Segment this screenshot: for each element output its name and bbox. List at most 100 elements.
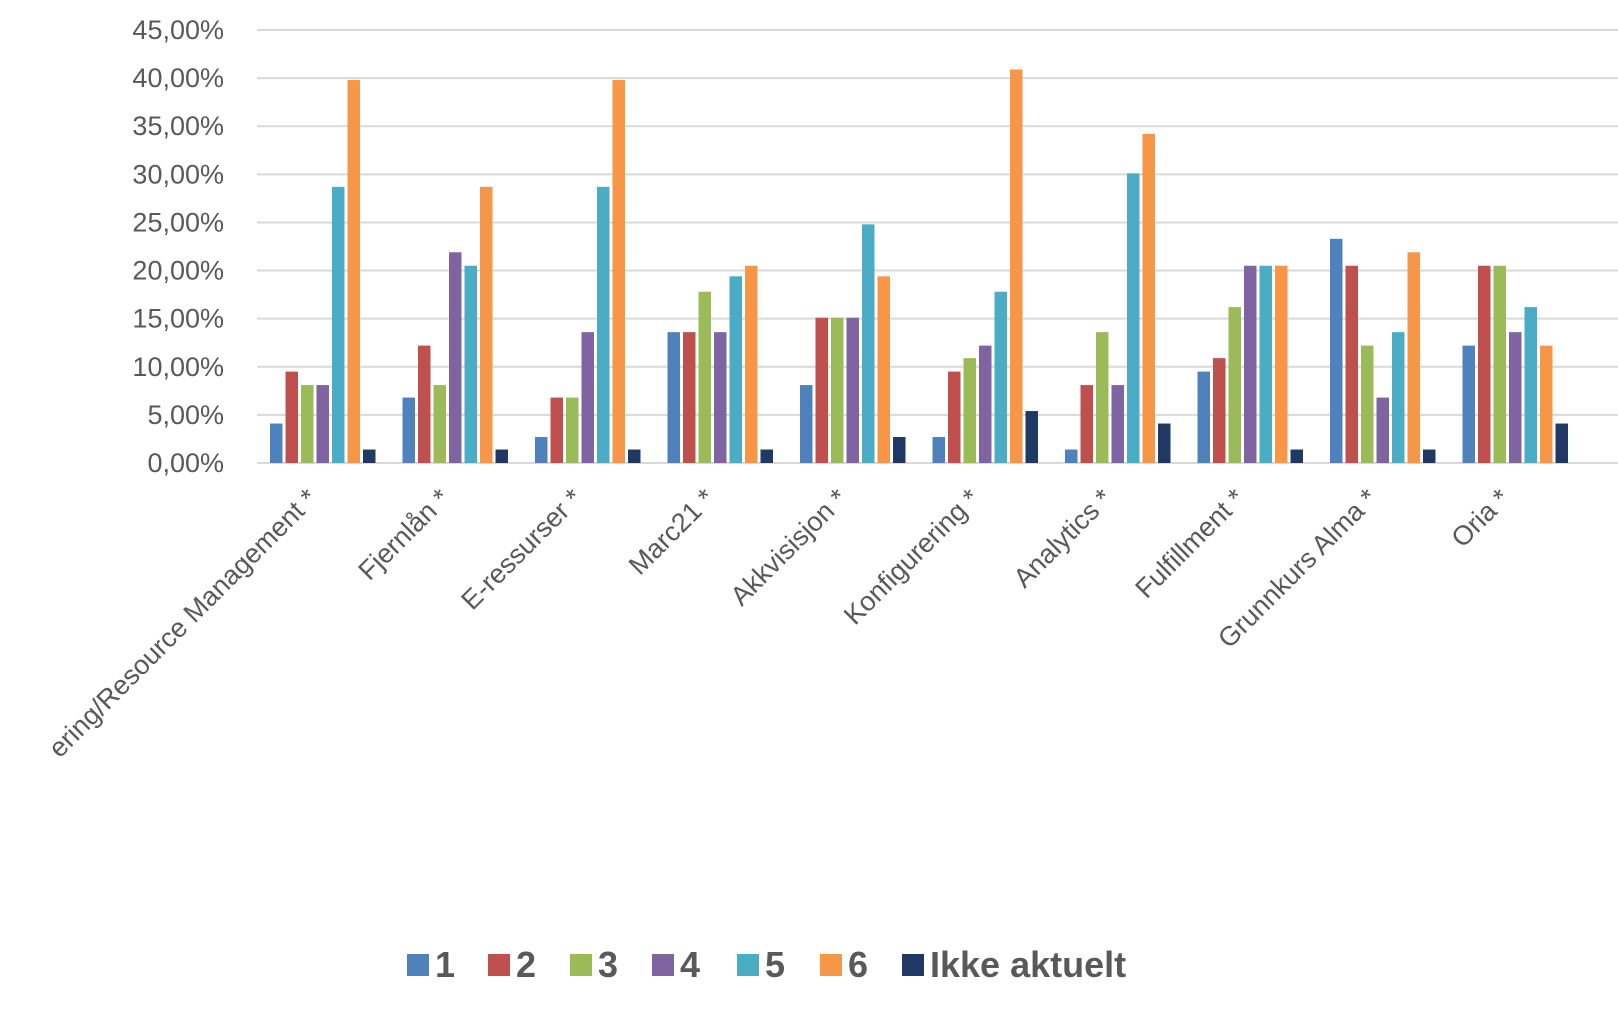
- bar-series-ikke-aktuelt-cat-9: [1555, 423, 1568, 463]
- bar-series-1-cat-2: [535, 437, 548, 463]
- bar-series-2-cat-4: [815, 317, 828, 463]
- bar-series-4-cat-2: [581, 332, 594, 463]
- bar-series-4-cat-5: [979, 345, 992, 463]
- bar-series-ikke-aktuelt-cat-0: [363, 449, 376, 463]
- bar-series-6-cat-1: [480, 186, 493, 463]
- legend-label: 6: [848, 944, 868, 985]
- bar-series-1-cat-9: [1462, 345, 1475, 463]
- y-tick-label: 45,00%: [132, 15, 224, 45]
- bar-series-5-cat-3: [729, 276, 742, 463]
- bar-series-ikke-aktuelt-cat-6: [1158, 423, 1171, 463]
- bar-series-2-cat-2: [550, 397, 563, 463]
- y-tick-label: 40,00%: [132, 63, 224, 93]
- bar-series-4-cat-6: [1111, 385, 1124, 463]
- bar-series-3-cat-1: [433, 385, 446, 463]
- bar-series-4-cat-9: [1509, 332, 1522, 463]
- x-tick-label: ering/Resource Management *: [43, 483, 324, 764]
- bar-series-1-cat-0: [270, 423, 283, 463]
- y-tick-label: 30,00%: [132, 159, 224, 189]
- bar-series-2-cat-6: [1080, 385, 1093, 463]
- bar-series-6-cat-6: [1142, 133, 1155, 464]
- bar-series-5-cat-5: [994, 291, 1007, 463]
- bar-series-5-cat-1: [464, 265, 477, 463]
- bar-series-ikke-aktuelt-cat-2: [628, 449, 641, 463]
- legend-swatch: [820, 954, 842, 976]
- x-tick-label: Fjernlån *: [353, 483, 456, 586]
- bar-series-4-cat-4: [846, 317, 859, 463]
- y-tick-label: 5,00%: [147, 400, 224, 430]
- bar-series-3-cat-4: [831, 317, 844, 463]
- bar-series-5-cat-7: [1259, 265, 1272, 463]
- bar-series-ikke-aktuelt-cat-3: [760, 449, 773, 463]
- bar-series-6-cat-0: [347, 80, 360, 463]
- x-tick-label: Fulfillment *: [1130, 483, 1251, 604]
- bar-series-6-cat-2: [612, 80, 625, 463]
- legend-label: 1: [435, 944, 455, 985]
- bar-series-ikke-aktuelt-cat-1: [495, 449, 508, 463]
- legend-label: 5: [765, 944, 785, 985]
- bar-series-6-cat-9: [1540, 345, 1553, 463]
- bar-series-4-cat-7: [1244, 265, 1257, 463]
- bar-series-6-cat-3: [745, 265, 758, 463]
- bar-series-1-cat-7: [1197, 371, 1210, 463]
- y-tick-label: 20,00%: [132, 256, 224, 286]
- x-tick-label: Konfigurering *: [838, 483, 986, 631]
- bar-series-2-cat-9: [1478, 265, 1491, 463]
- bar-series-1-cat-8: [1330, 238, 1343, 463]
- bar-series-6-cat-4: [877, 276, 890, 463]
- bar-series-ikke-aktuelt-cat-4: [893, 437, 906, 463]
- bar-series-2-cat-0: [285, 371, 298, 463]
- legend-label: 2: [516, 944, 536, 985]
- bar-series-3-cat-2: [566, 397, 579, 463]
- bar-series-3-cat-8: [1361, 345, 1374, 463]
- bar-series-5-cat-0: [332, 186, 345, 463]
- bar-series-2-cat-5: [948, 371, 961, 463]
- bar-series-3-cat-5: [963, 358, 976, 463]
- legend-swatch: [737, 954, 759, 976]
- legend-swatch: [407, 954, 429, 976]
- bar-series-5-cat-8: [1392, 332, 1405, 463]
- bar-series-4-cat-0: [316, 385, 329, 463]
- bar-series-3-cat-3: [698, 291, 711, 463]
- bar-series-3-cat-9: [1493, 265, 1506, 463]
- bar-series-3-cat-6: [1096, 332, 1109, 463]
- bar-series-6-cat-8: [1407, 252, 1420, 463]
- legend-swatch: [902, 954, 924, 976]
- y-tick-label: 15,00%: [132, 304, 224, 334]
- bar-series-4-cat-1: [449, 252, 462, 463]
- legend-label: Ikke aktuelt: [930, 944, 1126, 985]
- x-axis-tick-labels: ering/Resource Management * Fjernlån * E-r…: [43, 483, 1516, 764]
- bar-series-6-cat-5: [1010, 69, 1023, 463]
- bar-series-3-cat-7: [1228, 307, 1241, 463]
- legend-label: 4: [680, 944, 700, 985]
- y-tick-label: 35,00%: [132, 111, 224, 141]
- legend: 1 2 3 4 5 6 Ikke aktuelt: [407, 944, 1126, 985]
- bar-series-5-cat-2: [597, 186, 610, 463]
- bar-series-5-cat-4: [862, 224, 875, 463]
- bar-series-1-cat-1: [402, 397, 415, 463]
- y-axis-tick-labels: 0,00% 5,00% 10,00% 15,00% 20,00% 25,00% 30,00%…: [132, 15, 224, 478]
- y-tick-label: 10,00%: [132, 352, 224, 382]
- bar-series-5-cat-9: [1524, 307, 1537, 463]
- legend-label: 3: [598, 944, 618, 985]
- bar-series-2-cat-8: [1345, 265, 1358, 463]
- legend-swatch: [488, 954, 510, 976]
- bar-series-ikke-aktuelt-cat-8: [1423, 449, 1436, 463]
- bar-series-ikke-aktuelt-cat-5: [1025, 411, 1038, 463]
- bar-series-1-cat-3: [667, 332, 680, 463]
- bar-series-2-cat-1: [418, 345, 431, 463]
- bar-series-4-cat-8: [1376, 397, 1389, 463]
- bar-series-2-cat-7: [1213, 358, 1226, 463]
- x-tick-label: Marc21 *: [623, 483, 721, 581]
- bar-series-2-cat-3: [683, 332, 696, 463]
- legend-swatch: [652, 954, 674, 976]
- x-tick-label: Akkvisisjon *: [725, 483, 854, 612]
- x-tick-label: Oria *: [1445, 483, 1515, 553]
- bars: [270, 69, 1568, 464]
- bar-series-1-cat-5: [932, 437, 945, 463]
- bar-series-3-cat-0: [301, 385, 314, 463]
- y-tick-label: 0,00%: [147, 448, 224, 478]
- x-tick-label: E-ressurser *: [455, 483, 588, 616]
- bar-series-5-cat-6: [1127, 173, 1140, 464]
